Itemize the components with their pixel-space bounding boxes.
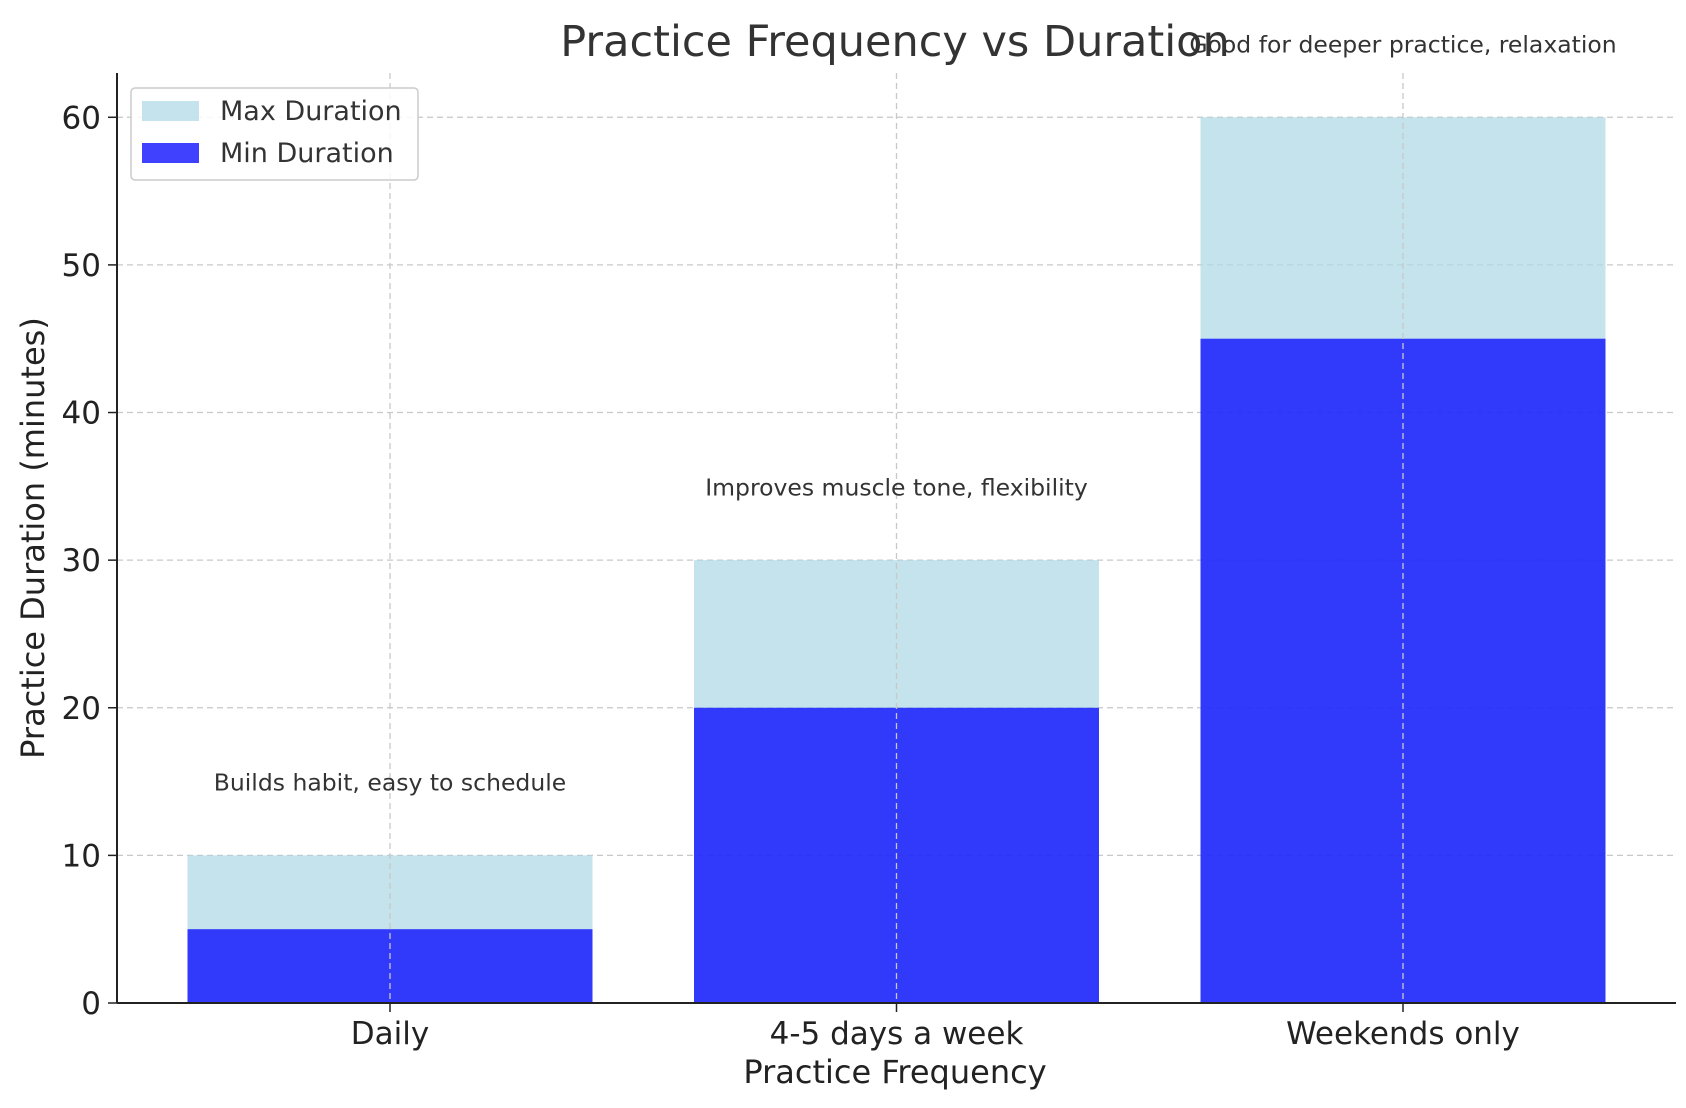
y-tick-label-10: 10 [62,838,101,874]
ticks: 0 10 20 30 40 50 60 Daily 4-5 days a week Weekend… [62,100,1520,1052]
legend-swatch-max-duration [142,101,199,121]
vertical-grid [389,73,1404,1003]
legend-label-max-duration: Max Duration [220,96,402,127]
y-axis-label: Practice Duration (minutes) [14,317,52,759]
bar-min-duration-weekends-only [1200,338,1606,1003]
legend: Max Duration Min Duration [130,87,419,181]
y-tick-label-0: 0 [81,986,101,1022]
legend-swatch-min-duration [142,143,199,163]
chart-title: Practice Frequency vs Duration [560,17,1230,67]
y-tick-label-20: 20 [62,691,101,727]
y-tick-label-60: 60 [62,100,101,136]
legend-box [130,87,419,181]
legend-label-min-duration: Min Duration [220,138,394,169]
y-tick-label-30: 30 [62,543,101,579]
x-tick-label-4-5-days-a-week: 4-5 days a week [770,1016,1024,1052]
x-tick-label-weekends-only: Weekends only [1286,1016,1520,1052]
y-tick-label-50: 50 [62,248,101,284]
y-tick-label-40: 40 [62,396,101,432]
x-tick-label-daily: Daily [351,1016,429,1052]
x-axis-label: Practice Frequency [743,1053,1046,1091]
annotation-4-5-days-a-week: Improves muscle tone, flexibility [705,473,1088,501]
annotations: Builds habit, easy to schedule Improves m… [214,30,1617,796]
annotation-daily: Builds habit, easy to schedule [214,769,566,797]
annotation-weekends-only: Good for deeper practice, relaxation [1189,30,1616,58]
